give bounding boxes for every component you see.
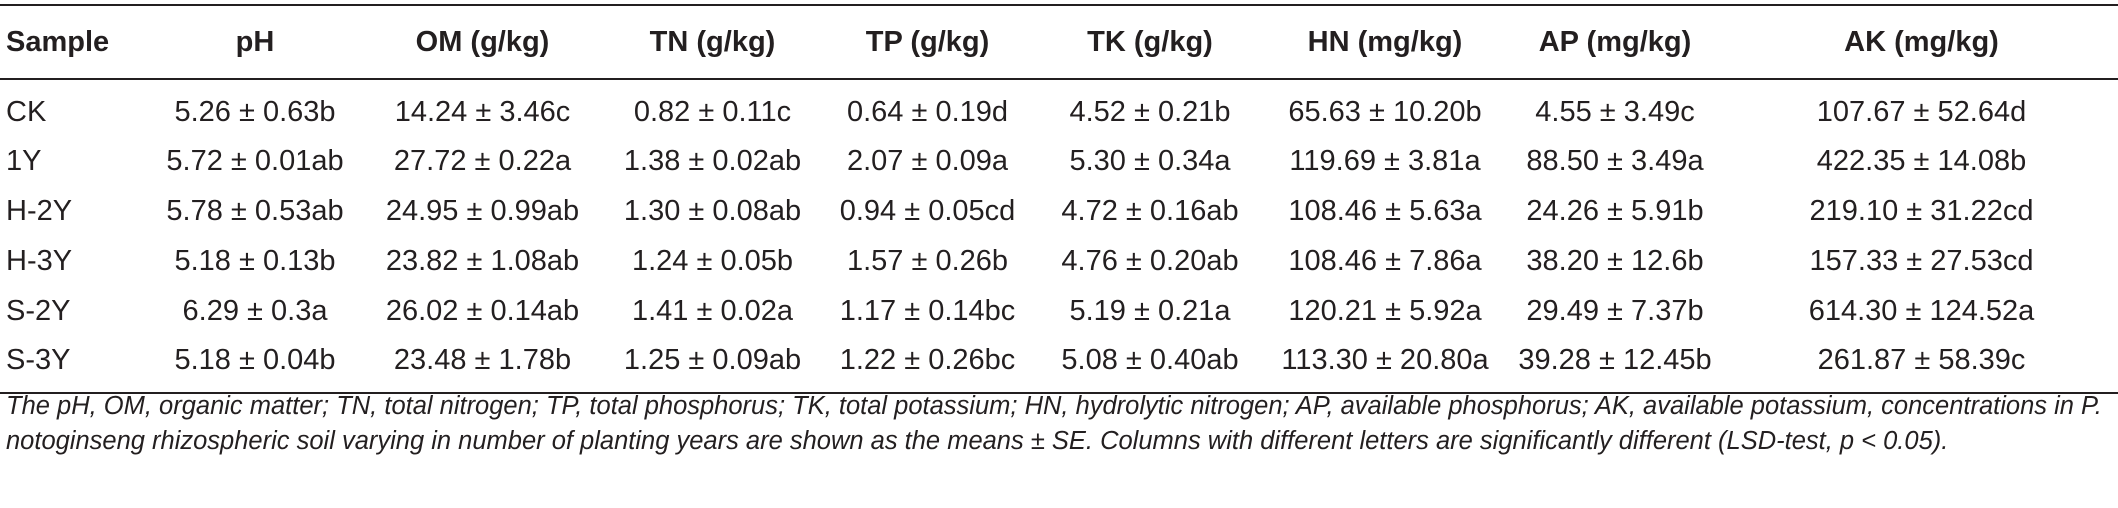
cell-sample: H-2Y — [6, 194, 73, 227]
cell-tk: 5.08 ± 0.40ab — [1035, 336, 1265, 394]
table-row: S-3Y 5.18 ± 0.04b 23.48 ± 1.78b 1.25 ± 0… — [0, 336, 2118, 394]
table-row: CK 5.26 ± 0.63b 14.24 ± 3.46c 0.82 ± 0.1… — [0, 79, 2118, 136]
cell-ak: 614.30 ± 124.52a — [1808, 294, 2035, 327]
cell-sample: H-3Y — [6, 244, 73, 277]
cell-om: 26.02 ± 0.14ab — [385, 294, 580, 327]
cell-sample: S-3Y — [0, 336, 150, 394]
cell-tp: 1.17 ± 0.14bc — [839, 294, 1016, 327]
cell-tp: 2.07 ± 0.09a — [846, 144, 1009, 177]
header-tn: TN (g/kg) — [605, 4, 820, 80]
cell-om: 23.48 ± 1.78b — [360, 336, 605, 394]
cell-ap: 24.26 ± 5.91b — [1526, 194, 1704, 227]
cell-om: 23.82 ± 1.08ab — [385, 244, 580, 277]
table-header: Sample pH OM (g/kg) TN (g/kg) TP (g/kg) … — [0, 4, 2118, 80]
header-ph: pH — [150, 4, 360, 80]
cell-hn: 65.63 ± 10.20b — [1288, 95, 1482, 128]
cell-ap: 88.50 ± 3.49a — [1526, 144, 1704, 177]
cell-ap: 39.28 ± 12.45b — [1505, 336, 1725, 394]
cell-tn: 1.25 ± 0.09ab — [605, 336, 820, 394]
soil-properties-table: Sample pH OM (g/kg) TN (g/kg) TP (g/kg) … — [0, 4, 2118, 394]
cell-tk: 4.72 ± 0.16ab — [1061, 194, 1239, 227]
header-ak: AK (mg/kg) — [1725, 4, 2118, 80]
cell-hn: 113.30 ± 20.80a — [1265, 336, 1505, 394]
table-row: S-2Y 6.29 ± 0.3a 26.02 ± 0.14ab 1.41 ± 0… — [0, 286, 2118, 336]
table-footnote: The pH, OM, organic matter; TN, total ni… — [6, 392, 2102, 455]
table-body: CK 5.26 ± 0.63b 14.24 ± 3.46c 0.82 ± 0.1… — [0, 79, 2118, 394]
cell-ph: 6.29 ± 0.3a — [182, 294, 328, 327]
header-hn: HN (mg/kg) — [1265, 4, 1505, 80]
header-om: OM (g/kg) — [360, 4, 605, 80]
cell-tp: 0.64 ± 0.19d — [846, 95, 1009, 128]
cell-tk: 5.19 ± 0.21a — [1069, 294, 1231, 327]
cell-sample: S-2Y — [6, 294, 71, 327]
cell-ap: 29.49 ± 7.37b — [1526, 294, 1704, 327]
cell-hn: 120.21 ± 5.92a — [1288, 294, 1482, 327]
table-row: H-3Y 5.18 ± 0.13b 23.82 ± 1.08ab 1.24 ± … — [0, 236, 2118, 286]
table-row: H-2Y 5.78 ± 0.53ab 24.95 ± 0.99ab 1.30 ±… — [0, 186, 2118, 236]
cell-hn: 119.69 ± 3.81a — [1289, 144, 1481, 177]
cell-ph: 5.18 ± 0.04b — [150, 336, 360, 394]
cell-ph: 5.72 ± 0.01ab — [166, 144, 344, 177]
cell-tn: 1.38 ± 0.02ab — [623, 144, 802, 177]
cell-ph: 5.18 ± 0.13b — [174, 244, 336, 277]
table-row: 1Y 5.72 ± 0.01ab 27.72 ± 0.22a 1.38 ± 0.… — [0, 136, 2118, 186]
cell-tk: 4.52 ± 0.21b — [1069, 95, 1231, 128]
cell-ph: 5.26 ± 0.63b — [174, 95, 336, 128]
cell-tk: 5.30 ± 0.34a — [1069, 144, 1231, 177]
cell-om: 14.24 ± 3.46c — [394, 95, 571, 128]
cell-tk: 4.76 ± 0.20ab — [1061, 244, 1239, 277]
header-tk: TK (g/kg) — [1035, 4, 1265, 80]
cell-tp: 1.57 ± 0.26b — [846, 244, 1009, 277]
cell-ak: 261.87 ± 58.39c — [1725, 336, 2118, 394]
header-row: Sample pH OM (g/kg) TN (g/kg) TP (g/kg) … — [0, 4, 2118, 80]
cell-tp: 0.94 ± 0.05cd — [839, 194, 1016, 227]
cell-sample: 1Y — [6, 144, 42, 177]
header-ap: AP (mg/kg) — [1505, 4, 1725, 80]
header-sample: Sample — [0, 4, 150, 80]
cell-om: 24.95 ± 0.99ab — [385, 194, 580, 227]
cell-ap: 4.55 ± 3.49c — [1535, 95, 1695, 128]
cell-tn: 1.41 ± 0.02a — [631, 294, 794, 327]
cell-ph: 5.78 ± 0.53ab — [166, 194, 344, 227]
cell-ap: 38.20 ± 12.6b — [1526, 244, 1704, 277]
cell-hn: 108.46 ± 5.63a — [1288, 194, 1482, 227]
cell-tn: 0.82 ± 0.11c — [633, 95, 792, 128]
cell-sample: CK — [6, 95, 47, 128]
cell-tn: 1.30 ± 0.08ab — [623, 194, 802, 227]
cell-tn: 1.24 ± 0.05b — [631, 244, 794, 277]
header-tp: TP (g/kg) — [820, 4, 1035, 80]
cell-hn: 108.46 ± 7.86a — [1288, 244, 1482, 277]
cell-tp: 1.22 ± 0.26bc — [820, 336, 1035, 394]
cell-ak: 422.35 ± 14.08b — [1816, 144, 2027, 177]
cell-ak: 157.33 ± 27.53cd — [1809, 244, 2034, 277]
cell-om: 27.72 ± 0.22a — [393, 144, 572, 177]
cell-ak: 107.67 ± 52.64d — [1816, 95, 2027, 128]
cell-ak: 219.10 ± 31.22cd — [1809, 194, 2034, 227]
